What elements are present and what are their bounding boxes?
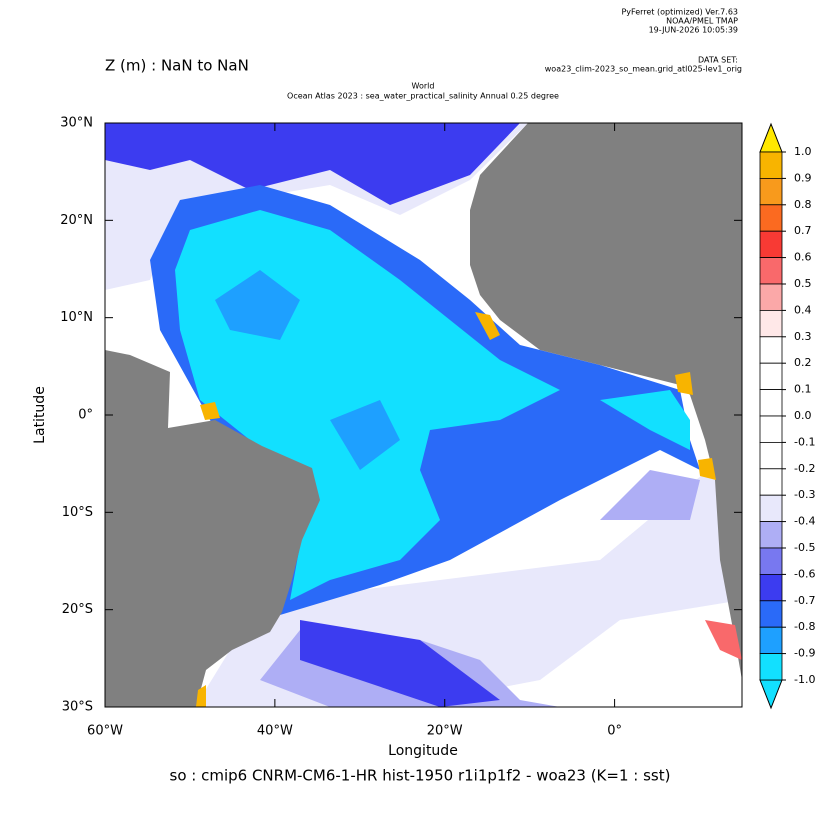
colorbar-label: -0.5	[794, 541, 815, 554]
colorbar-box	[759, 389, 783, 417]
dataset-label: DATA SET:	[698, 56, 738, 65]
colorbar-box	[759, 177, 783, 206]
colorbar-label: -0.9	[794, 647, 815, 660]
y-tick-label: 10°N	[60, 310, 93, 325]
x-axis-label: Longitude	[388, 743, 458, 759]
y-axis-label: Latitude	[32, 386, 48, 444]
sky-zone	[215, 270, 400, 470]
y-tick-label: 30°N	[60, 116, 93, 131]
colorbar-label: -0.6	[794, 567, 815, 580]
colorbar-box	[759, 204, 783, 232]
colorbar-box	[759, 626, 783, 655]
x-tick-label: 0°	[607, 724, 622, 739]
colorbar-box	[759, 151, 783, 179]
x-tick-label: 40°W	[257, 724, 293, 739]
land	[470, 123, 742, 680]
x-tick-label: 60°W	[87, 724, 123, 739]
y-tick-label: 20°S	[62, 602, 93, 617]
colorbar-box	[759, 230, 783, 258]
z-label: Z (m) : NaN to NaN	[105, 57, 249, 75]
y-tick-label: 30°S	[62, 700, 93, 715]
land	[105, 350, 320, 707]
colorbar-box	[759, 600, 783, 628]
y-tick-label: 20°N	[60, 213, 93, 228]
colorbar-over	[759, 122, 783, 153]
colorbar-label: 0.1	[794, 383, 812, 396]
colorbar-label: 0.6	[794, 251, 812, 264]
colorbar-box	[759, 547, 783, 575]
colorbar-box	[759, 283, 783, 311]
footer: so : cmip6 CNRM-CM6-1-HR hist-1950 r1i1p…	[170, 767, 671, 785]
colorbar-box	[759, 521, 783, 549]
y-tick-label: 10°S	[62, 505, 93, 520]
colorbar-under	[759, 679, 783, 710]
colorbar-label: 0.5	[794, 277, 812, 290]
colorbar-box	[759, 362, 783, 391]
pink-patch	[705, 620, 742, 660]
x-tick-label: 20°W	[427, 724, 463, 739]
title-line: Ocean Atlas 2023 : sea_water_practical_s…	[287, 92, 559, 101]
colorbar-label: -0.8	[794, 620, 815, 633]
colorbar-label: -0.7	[794, 594, 815, 607]
colorbar-box	[759, 494, 783, 523]
colorbar-box	[759, 653, 783, 681]
colorbar-box	[759, 257, 783, 285]
colorbar-label: 0.8	[794, 198, 812, 211]
software: PyFerret (optimized) Ver.7.63	[621, 8, 738, 17]
date: 19-JUN-2026 10:05:39	[649, 26, 738, 35]
lavender-zone	[105, 123, 742, 707]
colorbar-label: -0.4	[794, 515, 815, 528]
colorbar-label: 1.0	[794, 145, 812, 158]
colorbar-label: -0.2	[794, 462, 815, 475]
colorbar-label: 0.2	[794, 356, 812, 369]
colorbar-box	[759, 468, 783, 496]
colorbar-box	[759, 574, 783, 602]
colorbar-box	[759, 309, 783, 338]
colorbar-label: -1.0	[794, 673, 815, 686]
colorbar-label: -0.3	[794, 488, 815, 501]
colorbar-box	[759, 415, 783, 443]
colorbar-label: 0.4	[794, 303, 812, 316]
dataset: woa23_clim-2023_so_mean.grid_atl025-lev1…	[545, 65, 742, 74]
colorbar-label: 0.3	[794, 330, 812, 343]
map-field	[104, 122, 743, 708]
colorbar-label: 0.7	[794, 224, 812, 237]
cyan-zone	[600, 390, 690, 450]
colorbar-box	[759, 441, 783, 470]
colorbar-label: -0.1	[794, 435, 815, 448]
title-line: World	[412, 82, 435, 91]
colorbar-label: 0.0	[794, 409, 812, 422]
org: NOAA/PMEL TMAP	[666, 17, 738, 26]
colorbar-box	[759, 336, 783, 364]
colorbar-label: 0.9	[794, 171, 812, 184]
y-tick-label: 0°	[78, 408, 93, 423]
